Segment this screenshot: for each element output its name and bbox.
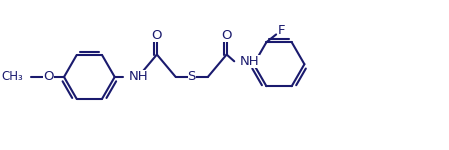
Text: CH₃: CH₃ <box>1 70 23 83</box>
Text: NH: NH <box>240 55 260 68</box>
Text: S: S <box>188 70 196 83</box>
Text: NH: NH <box>128 70 148 83</box>
Text: O: O <box>221 28 232 42</box>
Text: O: O <box>152 28 162 42</box>
Text: F: F <box>278 24 286 37</box>
Text: O: O <box>43 70 54 83</box>
